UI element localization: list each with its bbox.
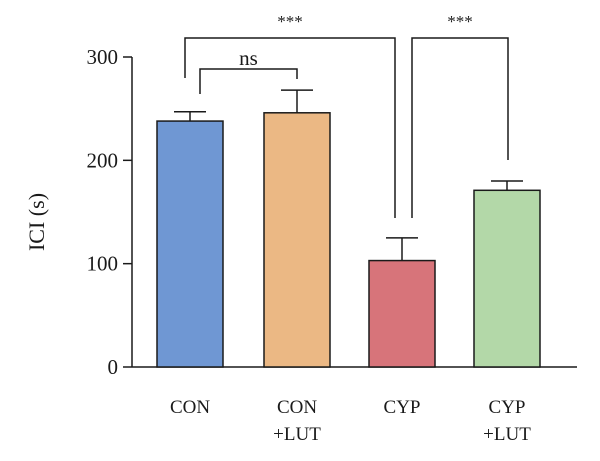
significance-bracket <box>184 37 396 218</box>
significance-bracket <box>199 68 298 94</box>
y-tick-label: 200 <box>87 148 119 172</box>
x-tick-label-line2: +LUT <box>483 424 531 445</box>
bar <box>368 259 436 368</box>
bar <box>156 120 224 368</box>
x-tick-label: CON <box>277 397 317 418</box>
bar <box>263 112 331 368</box>
y-tick-label: 300 <box>87 45 119 69</box>
significance-bracket <box>411 37 509 218</box>
x-tick-label: CON <box>170 397 210 418</box>
y-axis-label: ICI (s) <box>24 193 49 251</box>
significance-label: ns <box>239 46 258 70</box>
significance-label: *** <box>447 12 473 31</box>
significance-label: *** <box>277 12 303 31</box>
x-tick-label: CYP <box>384 397 421 418</box>
x-tick-label-line2: +LUT <box>273 424 321 445</box>
significance-brackets: ns *** *** <box>184 12 509 218</box>
y-tick-label: 100 <box>87 252 119 276</box>
x-tick-label: CYP <box>489 397 526 418</box>
bar <box>473 189 541 368</box>
y-tick-label: 0 <box>108 355 119 379</box>
bars: CON CON +LUT CYP CYP +LUT <box>156 89 541 445</box>
